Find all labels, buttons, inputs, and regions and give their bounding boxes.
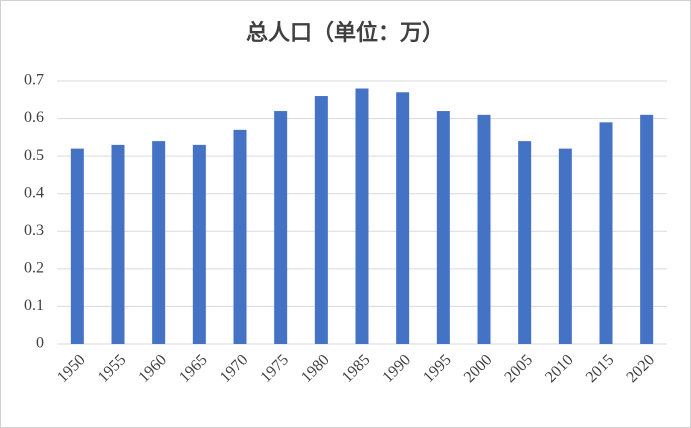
y-tick-label: 0.7 [24,72,44,89]
bar [314,96,328,345]
chart-title: 总人口（单位：万） [246,20,444,45]
bar [599,122,613,344]
bar [477,114,491,344]
y-tick-label: 0.5 [24,147,44,164]
bar [233,129,247,344]
bar [396,92,410,345]
bar [274,111,288,344]
bar [436,111,450,344]
bar [111,144,125,344]
bar [355,88,369,344]
y-tick-label: 0.4 [24,184,44,201]
bar [558,148,572,344]
y-tick-label: 0.3 [24,222,44,239]
bar [152,141,166,344]
bar [518,141,532,344]
y-tick-label: 0.6 [24,109,44,126]
y-tick-label: 0.2 [24,260,44,277]
y-tick-label: 0.1 [24,297,44,314]
bar [640,114,654,344]
bar [70,148,84,344]
bar [192,144,206,344]
y-tick-label: 0 [36,335,44,352]
